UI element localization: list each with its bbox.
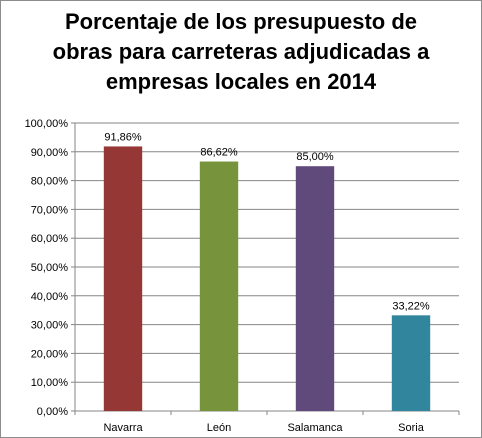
bar [199,161,239,411]
data-label: 85,00% [296,151,334,163]
x-tick-label: Navarra [103,422,143,434]
chart-title: Porcentaje de los presupuesto de obras p… [52,9,430,94]
y-tick-label: 90,00% [31,147,69,159]
y-tick-label: 20,00% [31,348,69,360]
data-label: 91,86% [104,131,142,143]
data-label: 33,22% [392,300,430,312]
y-tick-label: 30,00% [31,320,69,332]
x-tick-label: Salamanca [287,422,343,434]
bar [103,146,143,411]
data-label: 86,62% [200,147,238,159]
y-tick-label: 60,00% [31,233,69,245]
y-tick-label: 50,00% [31,262,69,274]
bar [295,166,335,411]
y-tick-label: 40,00% [31,291,69,303]
x-tick-label: León [207,422,231,434]
y-tick-label: 10,00% [31,377,69,389]
y-tick-label: 0,00% [37,406,68,418]
bar [391,315,431,411]
y-tick-label: 80,00% [31,176,69,188]
y-tick-label: 70,00% [31,204,69,216]
y-tick-label: 100,00% [25,118,69,130]
x-tick-label: Soria [398,422,425,434]
